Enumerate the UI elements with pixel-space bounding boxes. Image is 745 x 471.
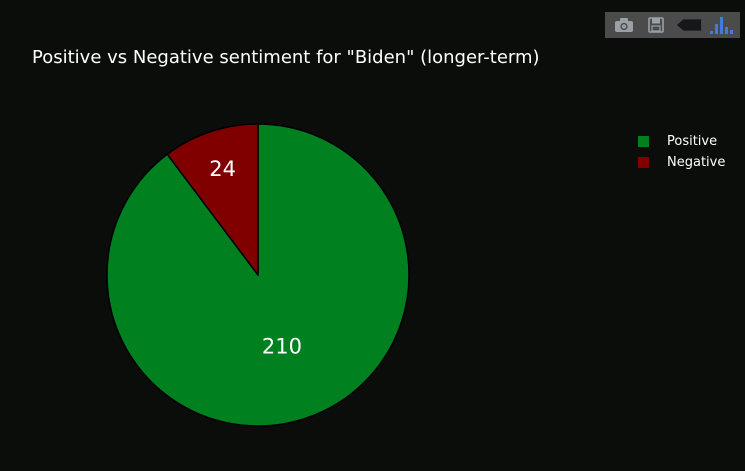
camera-icon	[615, 18, 634, 32]
save-button[interactable]	[643, 14, 669, 36]
legend-item-positive[interactable]: Positive	[638, 131, 725, 152]
download-plot-button[interactable]	[611, 14, 637, 36]
legend-swatch	[638, 136, 649, 147]
legend-label: Positive	[667, 134, 718, 149]
save-icon	[648, 17, 665, 33]
pie-slice-labels: 210 24	[209, 157, 302, 359]
pie-slice-negative[interactable]	[166, 123, 259, 276]
legend-item-negative[interactable]: Negative	[638, 152, 725, 173]
legend-swatch	[638, 157, 649, 168]
slice-value-label-negative: 24	[209, 157, 236, 181]
plotly-logo-icon	[709, 17, 733, 34]
tag-icon	[676, 19, 701, 31]
hover-label-button[interactable]	[676, 14, 702, 36]
pie-slices	[106, 123, 410, 427]
legend-label: Negative	[667, 155, 726, 170]
slice-value-label-positive: 210	[262, 335, 302, 359]
plotly-logo-link[interactable]	[708, 14, 734, 36]
modebar	[605, 12, 740, 38]
chart-title: Positive vs Negative sentiment for "Bide…	[32, 47, 540, 68]
legend: Positive Negative	[638, 131, 725, 173]
